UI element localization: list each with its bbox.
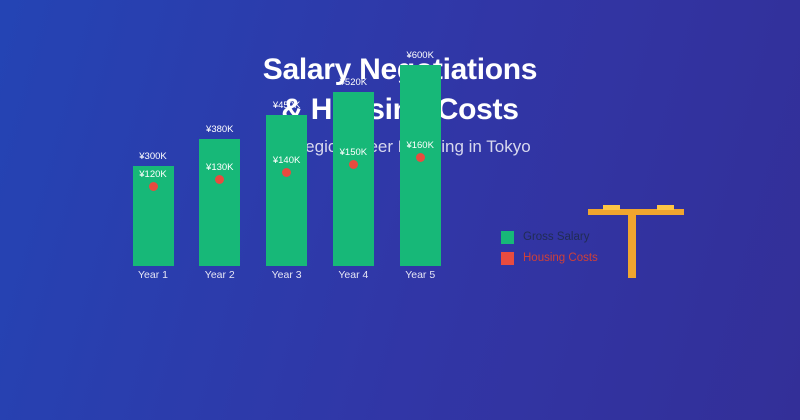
torii-post <box>628 213 636 278</box>
housing-value-label: ¥140K <box>272 154 301 166</box>
bar <box>266 115 308 266</box>
housing-costs-swatch-icon <box>501 252 514 265</box>
bar <box>199 138 241 266</box>
legend-item-housing-costs: Housing Costs <box>501 252 598 265</box>
housing-dot <box>282 167 292 177</box>
torii-top-beam <box>588 209 684 215</box>
category-label: Year 2 <box>204 269 235 281</box>
housing-value-label: ¥120K <box>139 169 167 181</box>
torii-left-tab <box>603 205 620 210</box>
housing-dot <box>348 160 358 170</box>
housing-dot <box>148 182 158 192</box>
legend-item-gross-salary: Gross Salary <box>501 231 598 244</box>
torii-right-tab <box>657 205 674 210</box>
bar-value-label: ¥520K <box>339 76 368 88</box>
bar-value-label: ¥300K <box>139 150 167 162</box>
housing-value-label: ¥160K <box>406 139 434 151</box>
chart-legend: Gross Salary Housing Costs <box>501 231 598 273</box>
category-label: Year 1 <box>138 269 168 281</box>
bar <box>399 65 441 266</box>
bar <box>132 165 174 266</box>
legend-label: Gross Salary <box>523 231 590 243</box>
legend-label: Housing Costs <box>523 252 598 264</box>
category-label: Year 3 <box>271 269 302 281</box>
category-label: Year 4 <box>338 269 369 281</box>
category-label: Year 5 <box>405 269 436 281</box>
housing-value-label: ¥150K <box>339 147 368 159</box>
bar-value-label: ¥380K <box>206 123 234 135</box>
bar-value-label: ¥450K <box>272 100 301 112</box>
housing-value-label: ¥130K <box>206 161 234 173</box>
gross-salary-swatch-icon <box>501 231 514 244</box>
bar-value-label: ¥600K <box>406 50 434 61</box>
housing-dot <box>215 174 225 184</box>
housing-dot <box>415 152 425 162</box>
bar <box>332 91 374 266</box>
